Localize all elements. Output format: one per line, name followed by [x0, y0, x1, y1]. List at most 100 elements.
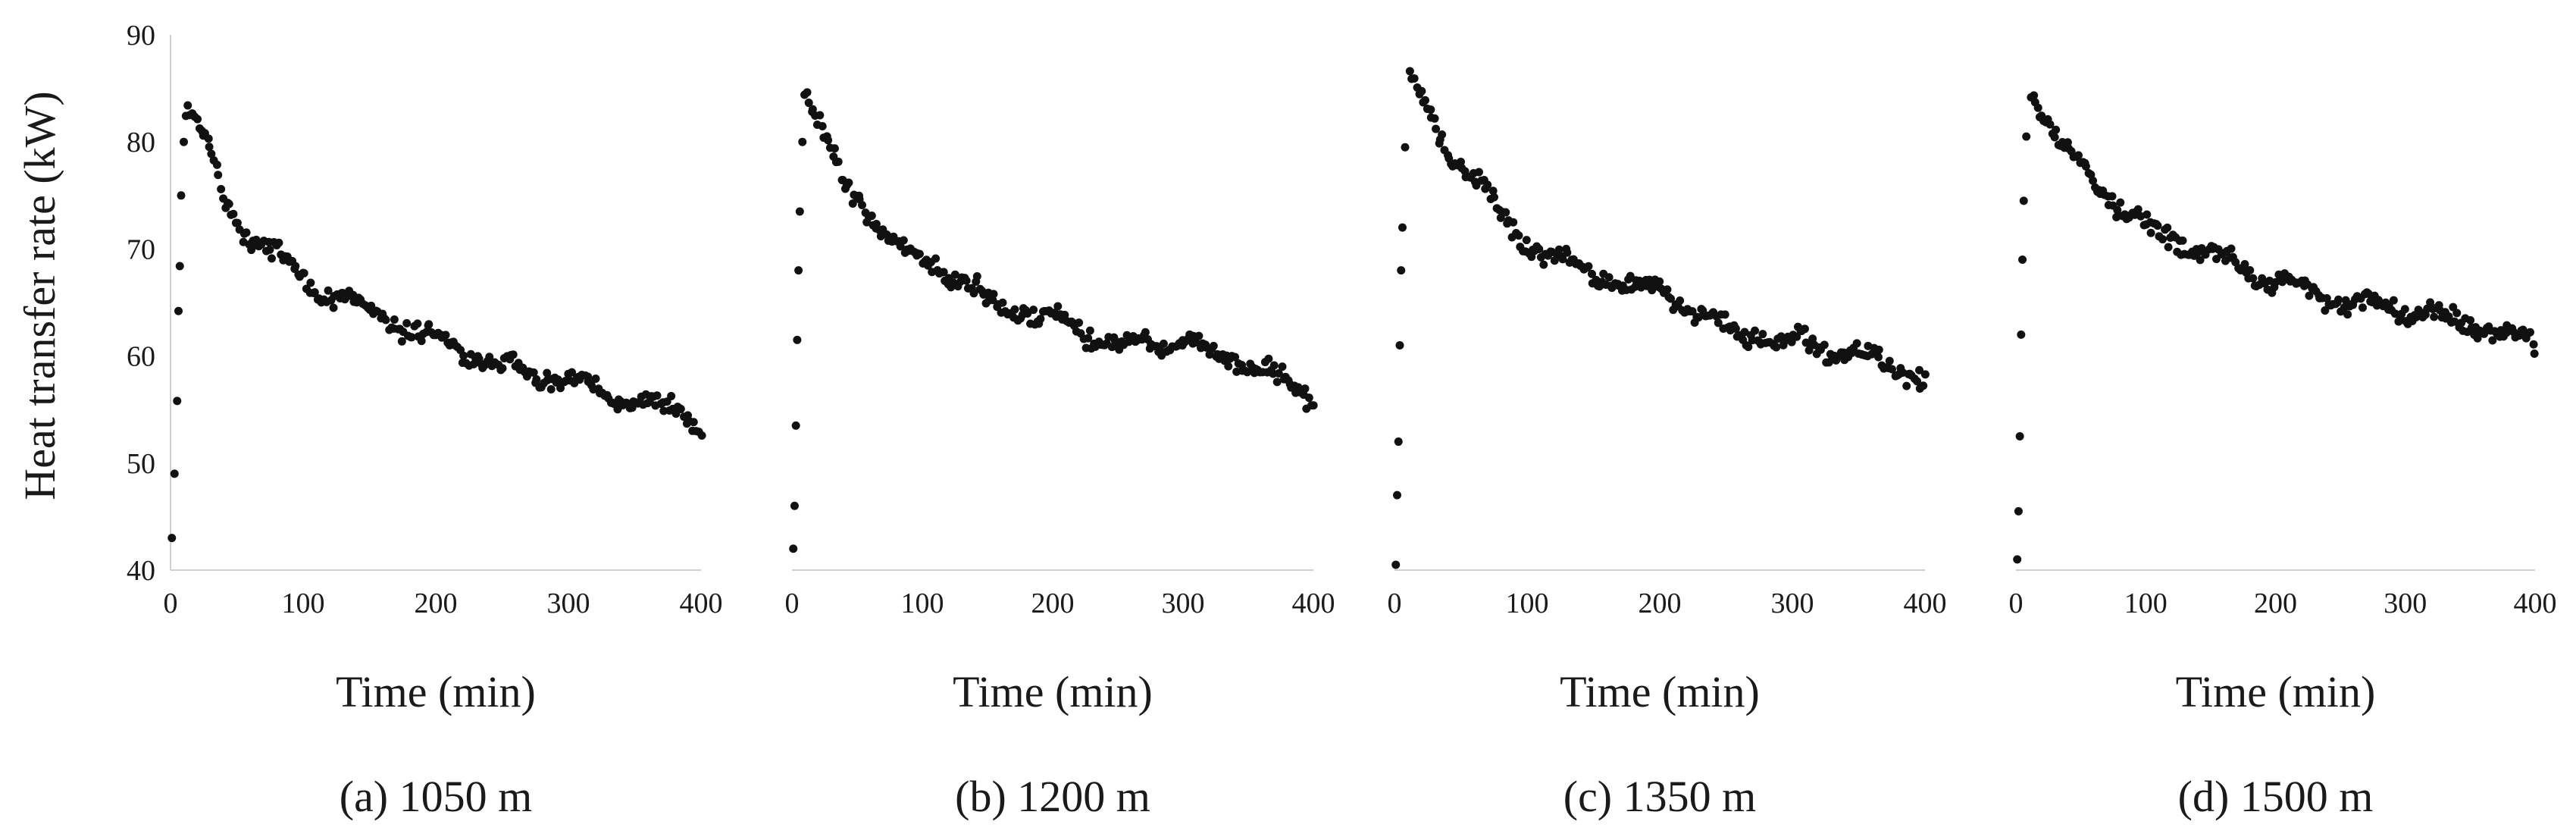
data-point — [1053, 302, 1063, 311]
data-point — [1401, 143, 1410, 152]
x-tick-label: 400 — [2514, 588, 2557, 619]
data-point — [1720, 310, 1729, 319]
x-tick-label: 200 — [2254, 588, 2297, 619]
data-point — [247, 246, 256, 255]
data-point — [556, 384, 565, 393]
x-tick-label: 0 — [785, 588, 800, 619]
data-point — [2430, 312, 2439, 321]
data-point — [1483, 180, 1492, 190]
x-tick-label: 200 — [1031, 588, 1075, 619]
data-point — [2530, 349, 2539, 358]
data-point — [1110, 336, 1119, 345]
data-point — [830, 144, 839, 153]
scatter-series — [789, 88, 1318, 553]
data-point — [1902, 381, 1911, 390]
x-tick-label: 300 — [1162, 588, 1205, 619]
data-point — [167, 534, 177, 543]
data-point — [175, 262, 184, 271]
data-point — [1085, 326, 1094, 335]
data-point — [1029, 306, 1038, 315]
data-point — [1913, 377, 1922, 386]
data-point — [1688, 307, 1697, 316]
data-point — [2017, 330, 2026, 339]
data-point — [808, 105, 817, 114]
data-point — [274, 238, 283, 247]
data-point — [676, 405, 685, 414]
data-point — [803, 88, 812, 97]
data-point — [2196, 255, 2205, 265]
data-point — [915, 249, 924, 259]
data-point — [962, 276, 971, 285]
data-point — [1489, 193, 1498, 202]
data-point — [794, 266, 803, 275]
data-point — [2158, 235, 2168, 244]
data-point — [939, 268, 948, 277]
data-point — [1010, 305, 1019, 314]
data-point — [689, 418, 698, 427]
data-point — [1514, 231, 1523, 240]
data-point — [2488, 336, 2497, 345]
data-point — [2153, 221, 2162, 230]
data-point — [834, 157, 843, 166]
panel-caption: (b) 1200 m — [955, 772, 1150, 821]
data-point — [2019, 196, 2028, 205]
data-point — [2052, 125, 2061, 134]
data-point — [848, 199, 857, 208]
data-point — [1920, 370, 1930, 379]
data-point — [1874, 345, 1883, 354]
data-point — [2466, 315, 2475, 324]
data-point — [2033, 103, 2042, 112]
data-point — [899, 236, 908, 245]
data-point — [1915, 365, 1924, 375]
data-point — [459, 351, 468, 360]
data-point — [1394, 437, 1403, 447]
data-point — [1457, 157, 1466, 166]
data-point — [989, 290, 998, 299]
panels: 0 100 200 300 400 40 50 60 70 80 90 Time (min) (a) 1… — [127, 20, 2557, 821]
data-point — [789, 544, 798, 553]
data-point — [1744, 343, 1753, 352]
data-point — [413, 319, 422, 328]
data-point — [310, 288, 319, 297]
data-point — [1231, 353, 1240, 362]
data-point — [180, 137, 188, 146]
data-point — [1655, 277, 1664, 286]
data-point — [2450, 317, 2459, 326]
data-point — [1209, 341, 1218, 350]
data-point — [1554, 245, 1563, 254]
data-point — [2426, 298, 2435, 307]
data-point — [1852, 339, 1861, 348]
data-point — [950, 270, 959, 279]
data-point — [1194, 331, 1203, 340]
data-point — [1758, 330, 1767, 339]
data-point — [183, 101, 192, 110]
data-point — [1084, 334, 1093, 343]
data-point — [498, 364, 507, 373]
data-point — [329, 303, 338, 312]
data-point — [2018, 255, 2027, 265]
panel-caption: (a) 1050 m — [340, 772, 533, 821]
data-point — [2389, 296, 2398, 305]
data-point — [2305, 291, 2314, 300]
x-axis-title: Time (min) — [336, 667, 536, 716]
data-point — [1438, 130, 1447, 139]
data-point — [2081, 161, 2090, 171]
y-tick-label: 60 — [127, 341, 155, 373]
data-point — [2227, 244, 2236, 253]
x-tick-label: 0 — [1388, 588, 1402, 619]
data-point — [2112, 212, 2121, 221]
y-axis-title: Heat transfer rate (kW) — [15, 91, 64, 500]
data-point — [381, 315, 390, 324]
data-point — [1417, 86, 1426, 96]
x-tick-label: 100 — [1506, 588, 1549, 619]
data-point — [2473, 334, 2482, 343]
panel-caption: (c) 1350 m — [1563, 772, 1757, 821]
data-point — [1421, 96, 1430, 105]
data-point — [1667, 294, 1676, 303]
data-point — [818, 121, 827, 130]
data-point — [1885, 356, 1894, 365]
data-point — [1820, 340, 1829, 349]
data-point — [2400, 305, 2409, 314]
data-point — [1501, 208, 1510, 217]
